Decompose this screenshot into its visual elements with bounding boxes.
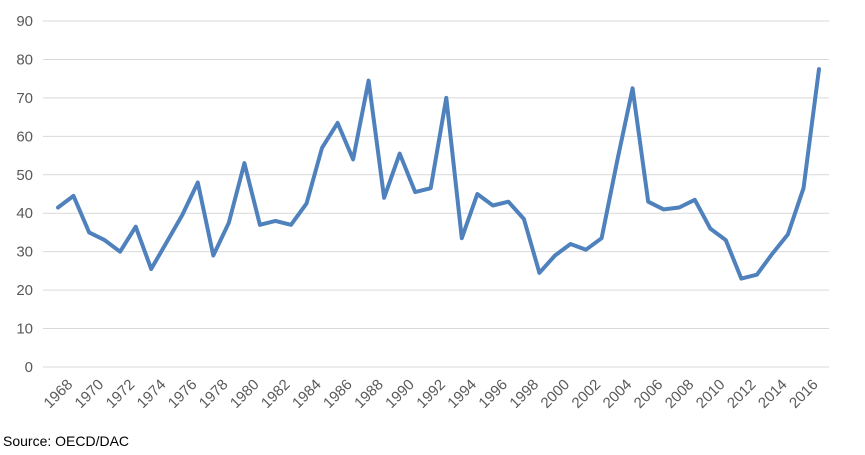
data-point	[305, 202, 309, 206]
data-point	[87, 230, 91, 234]
data-point	[770, 252, 774, 256]
data-point	[444, 96, 448, 100]
data-point	[491, 204, 495, 208]
data-point	[196, 181, 200, 185]
y-tick-label: 0	[25, 359, 33, 376]
data-point	[398, 152, 402, 156]
x-tick-label: 1998	[506, 376, 542, 412]
data-point	[351, 157, 355, 161]
data-point	[506, 200, 510, 204]
data-point	[211, 254, 215, 258]
x-tick-label: 1992	[413, 376, 449, 412]
data-point	[631, 86, 635, 90]
data-point	[786, 232, 790, 236]
x-axis-tick-labels: 1968197019721974197619781980198219841986…	[41, 376, 822, 412]
x-tick-label: 1970	[72, 376, 108, 412]
data-point	[693, 198, 697, 202]
data-point	[615, 159, 619, 163]
data-point	[429, 186, 433, 190]
data-point	[739, 277, 743, 281]
y-tick-label: 60	[16, 128, 33, 145]
y-tick-label: 50	[16, 167, 33, 184]
data-point	[646, 200, 650, 204]
data-point	[522, 217, 526, 221]
series-line	[56, 67, 821, 281]
data-point	[134, 225, 138, 229]
data-point	[382, 196, 386, 200]
x-tick-label: 1996	[475, 376, 511, 412]
data-point	[537, 271, 541, 275]
x-tick-label: 2000	[538, 376, 574, 412]
y-tick-label: 90	[16, 13, 33, 30]
data-point	[149, 267, 153, 271]
data-point	[584, 248, 588, 252]
y-tick-label: 10	[16, 321, 33, 338]
x-tick-label: 1980	[227, 376, 263, 412]
data-point	[103, 238, 107, 242]
data-point	[56, 206, 60, 210]
source-note: Source: OECD/DAC	[3, 433, 130, 449]
data-point	[475, 192, 479, 196]
x-tick-label: 1976	[165, 376, 201, 412]
data-point	[569, 242, 573, 246]
x-tick-label: 1986	[320, 376, 356, 412]
data-point	[817, 67, 821, 71]
x-tick-label: 1972	[103, 376, 139, 412]
x-tick-label: 2002	[569, 376, 605, 412]
x-tick-label: 2016	[786, 376, 822, 412]
x-tick-label: 2012	[724, 376, 760, 412]
data-point	[180, 213, 184, 217]
x-tick-label: 1974	[134, 376, 170, 412]
x-tick-label: 2014	[755, 376, 791, 412]
data-point	[724, 238, 728, 242]
data-point	[755, 273, 759, 277]
grid-lines	[43, 20, 829, 368]
x-tick-label: 1978	[196, 376, 232, 412]
x-tick-label: 1994	[444, 376, 480, 412]
data-point	[600, 236, 604, 240]
y-axis-tick-labels: 0 10 20 30 40 50 60 70 80 90	[16, 13, 33, 376]
y-tick-label: 40	[16, 205, 33, 222]
x-tick-label: 1982	[258, 376, 294, 412]
x-tick-label: 2006	[631, 376, 667, 412]
data-point	[289, 223, 293, 227]
y-tick-label: 30	[16, 244, 33, 261]
y-tick-label: 80	[16, 51, 33, 68]
data-point	[367, 79, 371, 83]
data-point	[336, 121, 340, 125]
x-tick-label: 2004	[600, 376, 636, 412]
data-point	[165, 240, 169, 244]
line-chart: 0 10 20 30 40 50 60 70 80 90 19681970197219741976…	[16, 13, 829, 412]
data-point	[72, 194, 76, 198]
data-point	[413, 190, 417, 194]
data-point	[708, 227, 712, 231]
data-point	[802, 186, 806, 190]
data-point	[242, 161, 246, 165]
data-point	[662, 207, 666, 211]
data-point	[258, 223, 262, 227]
data-point	[227, 221, 231, 225]
x-tick-label: 2008	[662, 376, 698, 412]
y-tick-label: 20	[16, 282, 33, 299]
series-group	[56, 67, 821, 281]
x-tick-label: 2010	[693, 376, 729, 412]
x-tick-label: 1968	[41, 376, 77, 412]
data-point	[553, 254, 557, 258]
x-tick-label: 1984	[289, 376, 325, 412]
x-tick-label: 1988	[351, 376, 387, 412]
data-point	[118, 250, 122, 254]
y-tick-label: 70	[16, 90, 33, 107]
data-point	[460, 236, 464, 240]
data-point	[677, 206, 681, 210]
x-tick-label: 1990	[382, 376, 418, 412]
data-point	[273, 219, 277, 223]
data-point	[320, 146, 324, 150]
